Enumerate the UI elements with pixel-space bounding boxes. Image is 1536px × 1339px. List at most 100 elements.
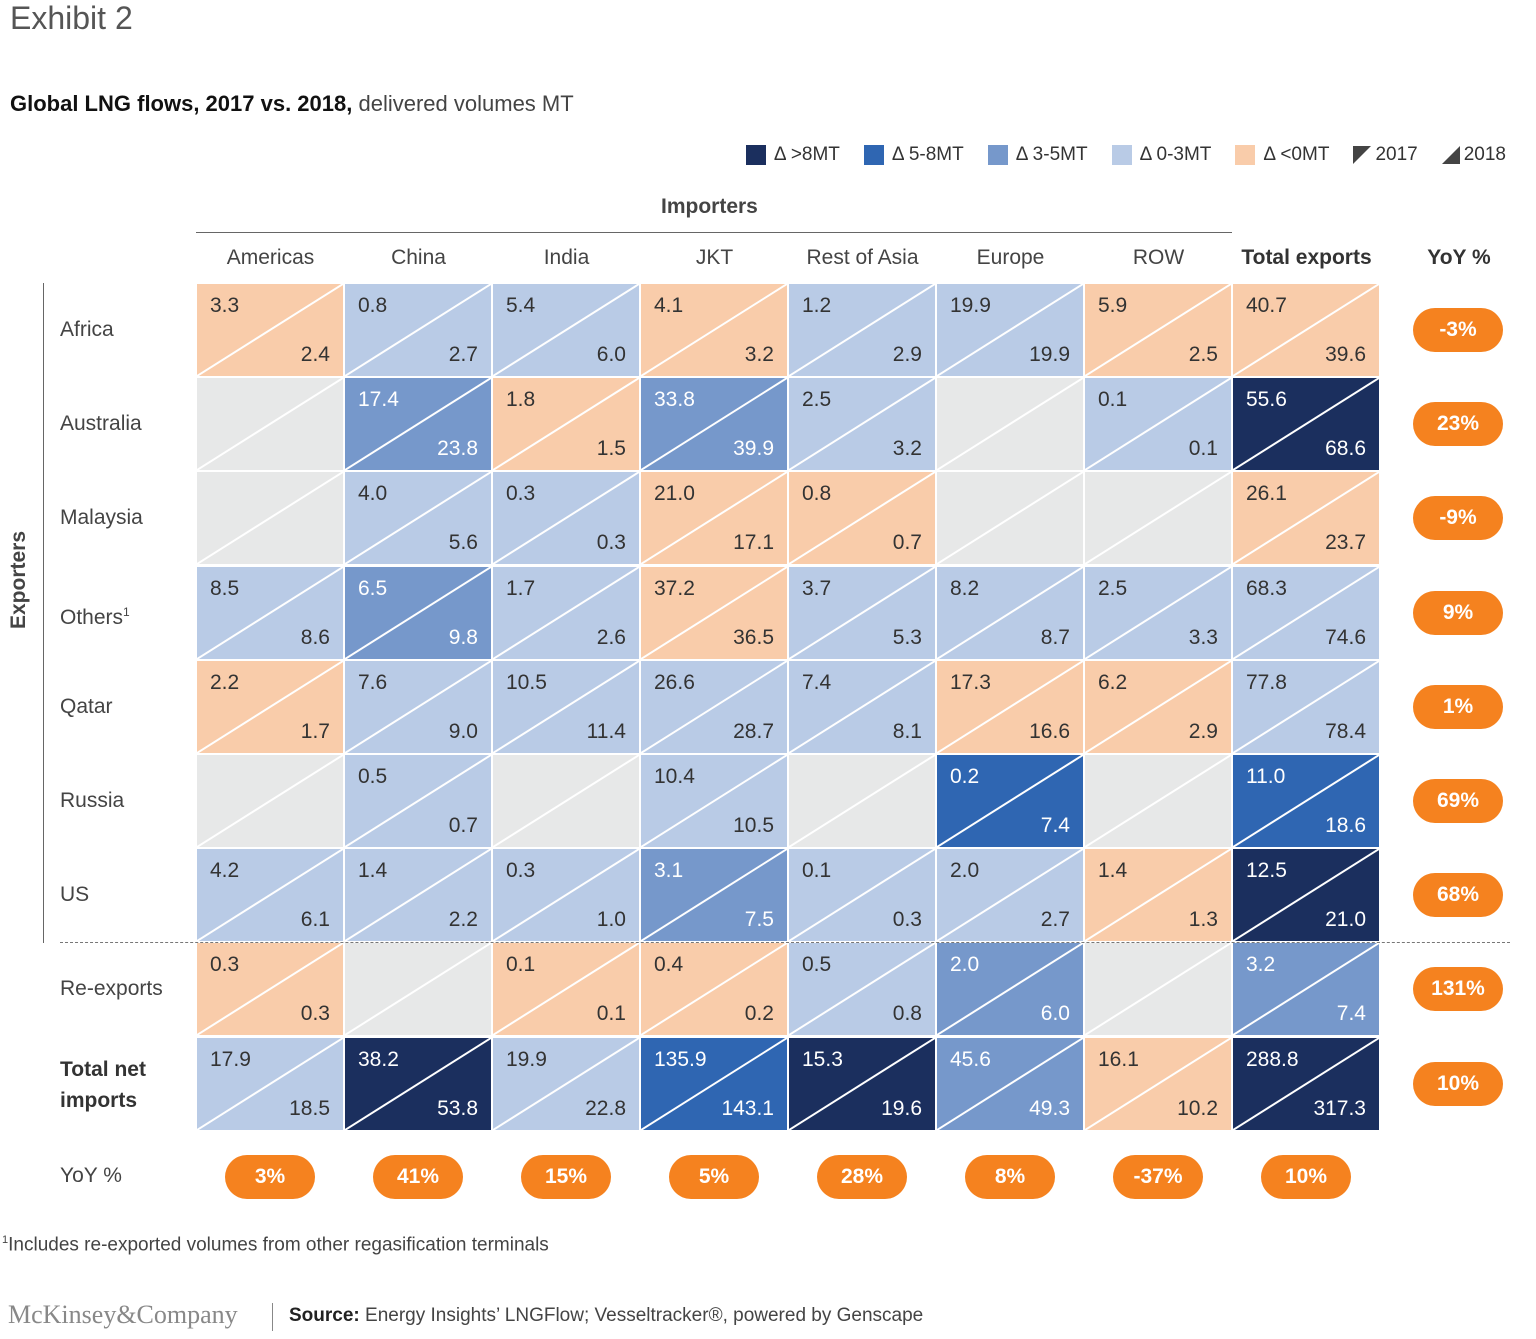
cell-graphic: [937, 943, 1083, 1035]
cell-graphic: [493, 378, 639, 470]
value-2017: 1.8: [506, 388, 536, 411]
flow-cell: 40.7 39.6: [1233, 284, 1379, 376]
exporters-rule: [43, 283, 44, 943]
cell-graphic: [789, 1038, 935, 1130]
column-yoy-badge: -37%: [1113, 1155, 1203, 1199]
cell-diagonal: [1085, 472, 1231, 564]
flow-cell: 4.2 6.1: [197, 849, 343, 941]
cell-diagonal: [937, 284, 1083, 376]
flow-cell: 2.2 1.7: [197, 661, 343, 753]
flow-cell: 0.2 7.4: [937, 755, 1083, 847]
value-2018: 18.6: [1325, 814, 1366, 837]
legend-label: Δ 5-8MT: [891, 144, 964, 165]
cell-graphic: [1085, 284, 1231, 376]
legend-swatch: [745, 145, 766, 165]
row-label: Malaysia: [60, 502, 143, 533]
cell-diagonal: [789, 849, 935, 941]
value-2017: 11.0: [1246, 765, 1286, 788]
value-2017: 0.1: [1098, 388, 1128, 411]
column-yoy-badge: 5%: [669, 1155, 759, 1199]
column-yoy-badge: 10%: [1261, 1155, 1351, 1199]
cell-diagonal: [345, 284, 491, 376]
cell-diagonal: [641, 755, 787, 847]
column-yoy-badge: 41%: [373, 1155, 463, 1199]
cell-graphic: [641, 284, 787, 376]
cell-graphic: [197, 378, 343, 470]
flow-cell: 0.3 1.0: [493, 849, 639, 941]
chart-title-bold: Global LNG flows, 2017 vs. 2018,: [10, 91, 353, 116]
cell-diagonal: [493, 849, 639, 941]
flow-cell: 6.5 9.8: [345, 567, 491, 659]
cell-diagonal: [493, 567, 639, 659]
value-2018: 2.9: [892, 343, 922, 366]
legend-item-2017: 2017: [1353, 144, 1418, 166]
cell-graphic: [1233, 755, 1379, 847]
flow-cell: 0.8 2.7: [345, 284, 491, 376]
value-2017: 19.9: [506, 1048, 547, 1071]
row-yoy-badge: 9%: [1413, 591, 1503, 635]
cell-diagonal: [641, 567, 787, 659]
value-2017: 0.1: [506, 953, 536, 976]
value-2017: 0.4: [654, 953, 684, 976]
flow-cell: 26.1 23.7: [1233, 472, 1379, 564]
value-2017: 8.2: [950, 577, 980, 600]
flow-cell: 7.6 9.0: [345, 661, 491, 753]
value-2017: 0.3: [210, 953, 240, 976]
row-label-text: Others: [60, 606, 124, 629]
legend-item: Δ >8MT: [745, 144, 840, 166]
value-2017: 17.4: [358, 388, 399, 411]
cell-graphic: [789, 849, 935, 941]
cell-diagonal: [937, 755, 1083, 847]
value-2018: 0.8: [892, 1002, 922, 1025]
cell-diagonal: [1085, 284, 1231, 376]
value-2018: 22.8: [585, 1097, 626, 1120]
legend-label-2018: 2018: [1463, 144, 1506, 165]
flow-cell: 11.0 18.6: [1233, 755, 1379, 847]
row-yoy-badge: 131%: [1413, 967, 1503, 1011]
flow-cell: [937, 472, 1083, 564]
cell-diagonal: [789, 755, 935, 847]
cell-diagonal: [197, 661, 343, 753]
value-2018: 0.7: [448, 814, 478, 837]
flow-cell: 0.1 0.3: [789, 849, 935, 941]
flow-cell: 5.4 6.0: [493, 284, 639, 376]
flow-cell: 2.5 3.3: [1085, 567, 1231, 659]
flow-cell: 5.9 2.5: [1085, 284, 1231, 376]
row-yoy-badge: 10%: [1413, 1062, 1503, 1106]
flow-cell: 15.3 19.6: [789, 1038, 935, 1130]
flow-cell: 19.9 19.9: [937, 284, 1083, 376]
value-2017: 7.6: [358, 671, 388, 694]
cell-graphic: [1233, 661, 1379, 753]
value-2017: 2.2: [210, 671, 240, 694]
cell-diagonal: [1233, 661, 1379, 753]
value-2018: 9.8: [448, 626, 478, 649]
cell-graphic: [1085, 661, 1231, 753]
value-2018: 17.1: [733, 531, 774, 554]
column-header: Total exports: [1241, 246, 1372, 269]
cell-graphic: [641, 1038, 787, 1130]
cell-graphic: [1085, 755, 1231, 847]
value-2018: 7.4: [1040, 814, 1070, 837]
cell-diagonal: [1233, 567, 1379, 659]
flow-cell: 33.8 39.9: [641, 378, 787, 470]
value-2017: 38.2: [358, 1048, 399, 1071]
flow-cell: 68.3 74.6: [1233, 567, 1379, 659]
flow-cell: 0.3 0.3: [197, 943, 343, 1035]
value-2017: 1.2: [802, 294, 832, 317]
flow-cell: 4.1 3.2: [641, 284, 787, 376]
cell-graphic: [1233, 378, 1379, 470]
value-2017: 6.5: [358, 577, 388, 600]
value-2018: 143.1: [721, 1097, 774, 1120]
value-2018: 3.3: [1188, 626, 1218, 649]
row-yoy-badge: 69%: [1413, 779, 1503, 823]
legend-item: Δ 5-8MT: [863, 144, 964, 166]
value-2017: 0.8: [358, 294, 388, 317]
value-2017: 37.2: [654, 577, 695, 600]
value-2017: 1.4: [1098, 859, 1128, 882]
source-text: Energy Insights’ LNGFlow; Vesseltracker®…: [359, 1305, 924, 1326]
source-note: Source: Energy Insights’ LNGFlow; Vessel…: [289, 1305, 923, 1327]
legend-2018-icon: [1441, 146, 1460, 164]
column-header: ROW: [1132, 246, 1185, 269]
row-yoy-badge: 68%: [1413, 873, 1503, 917]
value-2017: 0.8: [802, 482, 832, 505]
